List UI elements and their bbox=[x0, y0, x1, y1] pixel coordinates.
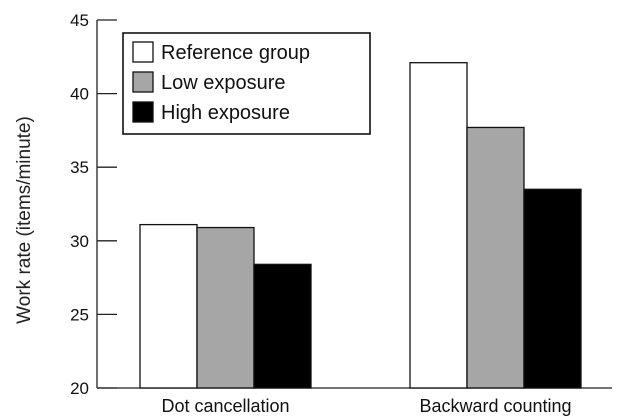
y-tick-label: 35 bbox=[70, 158, 89, 177]
legend-swatch bbox=[132, 101, 154, 123]
x-category-label: Dot cancellation bbox=[161, 396, 289, 416]
y-axis-title: Work rate (items/minute) bbox=[14, 116, 35, 324]
x-category-label: Backward counting bbox=[419, 396, 571, 416]
y-tick-label: 45 bbox=[70, 11, 89, 30]
bar-reference-group bbox=[139, 223, 198, 389]
y-tick-label: 30 bbox=[70, 232, 89, 251]
legend-label: High exposure bbox=[161, 102, 290, 124]
bar-high-exposure bbox=[523, 188, 582, 389]
bar-high-exposure bbox=[253, 263, 312, 389]
bar-low-exposure bbox=[196, 226, 255, 389]
legend: Reference group Low exposure High exposure bbox=[122, 32, 371, 135]
x-axis: Dot cancellation Backward counting bbox=[97, 387, 612, 416]
legend-box bbox=[122, 32, 371, 135]
bars bbox=[139, 62, 582, 389]
bar-low-exposure bbox=[466, 126, 525, 389]
y-tick-label: 40 bbox=[70, 85, 89, 104]
bar-reference-group bbox=[409, 62, 468, 389]
y-axis: 20 25 30 35 40 45 bbox=[70, 11, 117, 398]
legend-swatch bbox=[132, 41, 154, 63]
legend-label: Reference group bbox=[161, 42, 310, 64]
legend-label: Low exposure bbox=[161, 72, 286, 94]
y-tick-label: 25 bbox=[70, 305, 89, 324]
legend-swatch bbox=[132, 71, 154, 93]
y-tick-label: 20 bbox=[70, 379, 89, 398]
